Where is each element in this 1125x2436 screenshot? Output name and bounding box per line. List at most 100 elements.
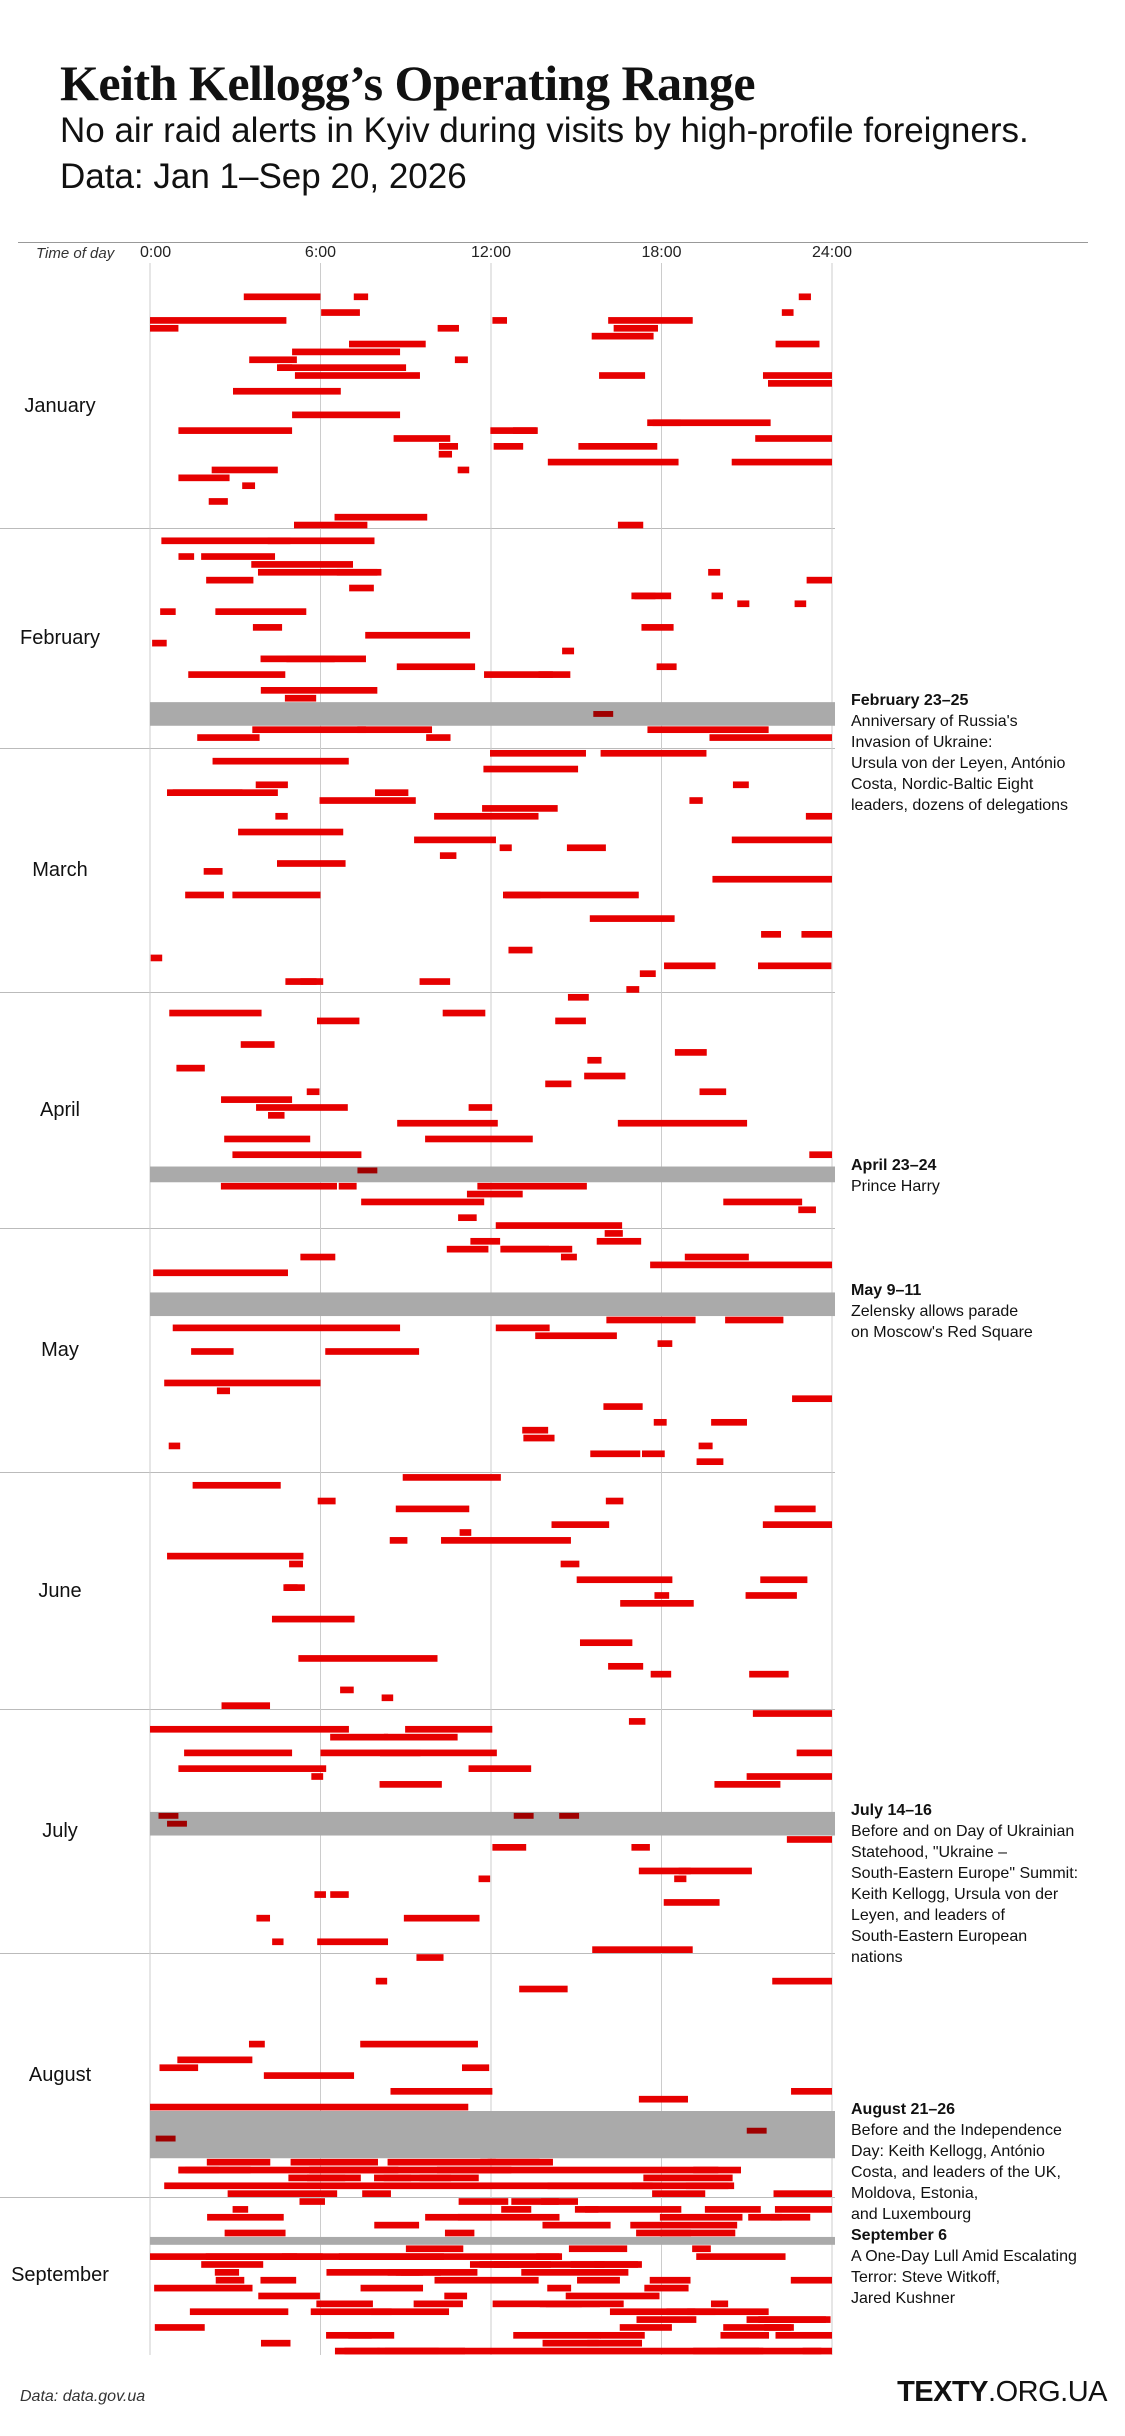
alert-bar xyxy=(699,1088,727,1096)
alert-bar xyxy=(770,2213,811,2221)
alert-bar xyxy=(560,1560,580,1568)
data-source: Data: data.gov.ua xyxy=(20,2388,146,2405)
alert-bar xyxy=(547,2284,572,2292)
alert-bar xyxy=(172,1324,401,1332)
annotation-sep-6: September 6 A One-Day Lull Amid Escalati… xyxy=(851,2225,1121,2309)
alert-bar xyxy=(689,797,703,804)
alert-bar xyxy=(781,309,794,316)
alert-bar xyxy=(252,726,366,734)
alert-bar xyxy=(626,986,640,993)
alert-bar xyxy=(565,2292,660,2300)
visit-band-0 xyxy=(150,702,835,726)
alert-bar xyxy=(232,891,321,899)
alert-bar xyxy=(221,1096,293,1103)
alert-bar xyxy=(774,1505,816,1513)
month-separator xyxy=(0,1952,835,1954)
texty-logo[interactable]: TEXTY.ORG.UA xyxy=(897,2376,1107,2409)
alert-bar xyxy=(479,2261,551,2268)
alert-bar xyxy=(798,1206,816,1214)
alert-bar xyxy=(684,1253,749,1261)
alert-bar xyxy=(609,2308,696,2316)
alert-bar xyxy=(508,946,533,954)
alert-bar xyxy=(300,978,317,985)
alert-bar xyxy=(511,2198,559,2205)
alert-bar xyxy=(316,1017,360,1025)
logo-bold-text: TEXTY xyxy=(897,2376,989,2408)
alert-bar xyxy=(696,2253,786,2260)
alert-bar xyxy=(664,962,716,970)
alert-bar xyxy=(628,1718,646,1725)
alert-bar xyxy=(405,1725,493,1733)
alert-bar xyxy=(242,482,256,490)
alert-bar xyxy=(380,1749,497,1757)
alert-bar xyxy=(490,427,538,434)
alert-bar xyxy=(606,1316,696,1324)
alert-bar xyxy=(290,2158,378,2166)
alert-bar xyxy=(178,2166,251,2174)
alert-bar xyxy=(216,1387,231,1395)
alert-bar xyxy=(608,1662,644,1670)
alert-bar xyxy=(459,1529,472,1536)
alert-bar xyxy=(484,671,571,678)
alert-bar xyxy=(536,2253,560,2260)
alert-bar xyxy=(535,1332,617,1340)
alert-bar xyxy=(268,1112,285,1119)
alert-bar xyxy=(599,372,646,379)
alert-bar xyxy=(153,1269,288,1277)
alert-bar xyxy=(178,553,195,560)
alert-bar xyxy=(584,2206,599,2213)
alert-bar xyxy=(773,2190,832,2197)
x-tick-label-6: 6:00 xyxy=(304,244,337,261)
alert-bar xyxy=(389,1537,408,1544)
alert-bar xyxy=(659,2213,743,2221)
alert-bar xyxy=(458,2198,509,2205)
alert-bar xyxy=(687,2308,716,2316)
alert-bar xyxy=(746,2316,831,2323)
alert-bar xyxy=(393,435,451,442)
alert-bar xyxy=(454,356,468,364)
alert-bar xyxy=(767,380,832,387)
alert-bar xyxy=(723,2324,792,2331)
alert-bar xyxy=(542,2221,611,2229)
alert-bar xyxy=(319,797,416,804)
month-label-june: June xyxy=(38,1579,82,1602)
alert-bar xyxy=(446,1245,489,1253)
alert-bar xyxy=(619,2324,672,2331)
visit-band-4 xyxy=(150,2111,835,2159)
alert-bar xyxy=(330,1891,349,1898)
alert-bar xyxy=(732,781,749,789)
alert-bar xyxy=(434,2276,539,2284)
alert-bar xyxy=(258,2292,320,2300)
alert-bar xyxy=(551,1521,610,1528)
alert-bar xyxy=(708,568,721,576)
alert-bar xyxy=(752,1710,832,1717)
alert-bar xyxy=(521,2269,629,2276)
month-label-july: July xyxy=(42,1819,78,1842)
alert-bar xyxy=(330,1733,389,1741)
alert-bar xyxy=(505,891,639,899)
month-label-may: May xyxy=(41,1339,79,1362)
alert-bar xyxy=(413,2300,463,2308)
alert-bar xyxy=(458,1214,477,1222)
alert-bar xyxy=(224,1135,311,1143)
alert-bar xyxy=(383,2174,479,2182)
alert-bar xyxy=(617,521,644,529)
alert-bar xyxy=(483,765,579,773)
alert-bar xyxy=(693,2347,764,2355)
alert-bar xyxy=(775,2331,832,2339)
month-label-august: August xyxy=(28,2063,92,2086)
alert-bar xyxy=(260,687,378,694)
alert-bar xyxy=(493,443,524,450)
x-tick-label-18: 18:00 xyxy=(641,244,682,261)
alert-bar xyxy=(656,663,677,671)
alert-bar xyxy=(197,734,260,741)
logo-domain-text: .ORG.UA xyxy=(988,2376,1107,2408)
alert-bar xyxy=(224,2229,286,2237)
alert-bar xyxy=(674,1049,707,1056)
alert-in-visit xyxy=(746,2127,767,2134)
alert-bar xyxy=(644,2284,689,2292)
alert-bar xyxy=(641,1450,665,1458)
alert-bar xyxy=(636,2229,692,2237)
alert-bar xyxy=(501,2206,532,2213)
alert-bar xyxy=(292,348,401,356)
